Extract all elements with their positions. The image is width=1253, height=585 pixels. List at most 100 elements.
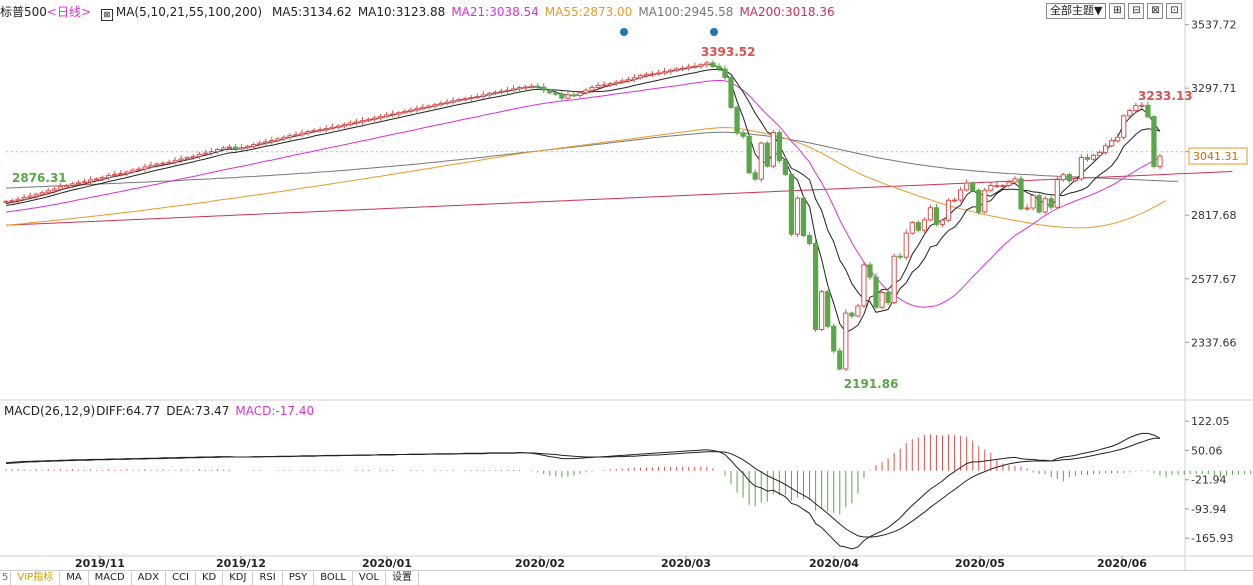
candle — [81, 181, 88, 184]
candle — [124, 171, 130, 175]
candle — [861, 264, 867, 307]
annotation-recent-high: 3233.13 — [1138, 89, 1193, 103]
candle — [541, 86, 547, 91]
candle — [196, 153, 202, 157]
left-edge-label: 5 — [0, 571, 12, 585]
x-tick-label-5: 2020/04 — [809, 557, 859, 570]
tab-10[interactable]: VOL — [353, 571, 387, 585]
candle — [426, 105, 432, 108]
tab-8[interactable]: PSY — [283, 571, 315, 585]
candle — [958, 189, 964, 201]
dea-line — [5, 437, 1160, 538]
tab-2[interactable]: MACD — [89, 571, 132, 585]
candle — [698, 64, 704, 67]
candle — [365, 118, 372, 122]
candle — [843, 312, 849, 370]
candle — [130, 169, 136, 173]
tab-4[interactable]: CCI — [166, 571, 196, 585]
candle — [915, 222, 921, 231]
candle — [1042, 198, 1048, 213]
x-tick-label-6: 2020/05 — [955, 557, 1005, 570]
candle — [800, 197, 807, 237]
tab-0[interactable]: VIP指标 — [11, 571, 61, 585]
candle — [903, 232, 909, 258]
candle — [75, 182, 82, 185]
theme-select[interactable]: 全部主题▼ — [1046, 3, 1107, 19]
candle — [661, 71, 668, 74]
candle — [1072, 178, 1079, 182]
candle — [263, 141, 269, 144]
candle — [87, 179, 94, 183]
candle — [269, 139, 275, 143]
candle — [553, 92, 559, 95]
ma10-line — [5, 69, 1161, 313]
annotation-high: 3393.52 — [701, 45, 756, 59]
candle — [94, 178, 100, 181]
tab-7[interactable]: RSI — [253, 571, 283, 585]
candle — [293, 134, 299, 137]
candle — [311, 129, 317, 132]
tab-9[interactable]: BOLL — [314, 571, 353, 585]
candle — [232, 146, 239, 150]
candle — [1048, 198, 1054, 208]
candle — [831, 325, 837, 352]
candle — [450, 100, 456, 103]
candle — [976, 189, 982, 213]
candle — [214, 148, 221, 153]
candle — [438, 102, 444, 106]
candle — [220, 147, 227, 150]
tab-3[interactable]: ADX — [132, 571, 167, 585]
tab-11[interactable]: 设置 — [386, 571, 420, 585]
candle — [63, 184, 70, 188]
candle — [1103, 145, 1109, 153]
candle — [341, 124, 347, 127]
candle — [160, 162, 166, 165]
candle — [716, 65, 722, 70]
candle — [819, 291, 825, 331]
candle — [837, 350, 843, 370]
candle — [190, 155, 196, 159]
candle — [371, 117, 378, 120]
candle — [408, 109, 414, 112]
add-window-icon[interactable]: ⊞ — [1109, 3, 1126, 19]
candle — [1030, 195, 1036, 209]
candle — [257, 142, 263, 145]
candle — [607, 83, 613, 86]
candle — [1096, 151, 1103, 156]
macd-params: MACD(26,12,9) — [4, 404, 96, 418]
candle — [855, 305, 861, 317]
candle — [492, 91, 499, 94]
candle — [498, 90, 505, 93]
macd-value: MACD:-17.40 — [235, 404, 315, 418]
candle — [571, 94, 577, 97]
candle — [1078, 156, 1085, 180]
current-price-tag — [1188, 147, 1248, 165]
candle — [226, 146, 233, 149]
tab-6[interactable]: KDJ — [223, 571, 254, 585]
ma-indicator-toggle-icon[interactable]: ⊠ — [100, 9, 113, 21]
candle — [3, 200, 9, 203]
tab-1[interactable]: MA — [60, 571, 89, 585]
symbol-name: 标普500 — [0, 5, 47, 19]
candle — [988, 184, 994, 191]
candle — [51, 188, 57, 192]
maximize-window-icon[interactable]: ⊠ — [1147, 3, 1164, 19]
candle — [1145, 104, 1151, 118]
candle — [529, 85, 535, 88]
candle — [522, 86, 529, 89]
ma-value-4: MA100:2945.58 — [638, 5, 734, 19]
tab-5[interactable]: KD — [196, 571, 224, 585]
restore-window-icon[interactable]: ⊡ — [1166, 3, 1183, 19]
candle — [722, 68, 728, 78]
candle — [178, 158, 184, 161]
candle — [885, 291, 891, 304]
candle — [444, 101, 450, 104]
candle — [414, 108, 420, 111]
ma5-line — [5, 63, 1161, 334]
candle — [1084, 156, 1091, 160]
chart-toolbar: 全部主题▼ ⊞ ⊟ ⊠ ⊡ — [1046, 3, 1183, 19]
candle — [637, 75, 644, 79]
remove-window-icon[interactable]: ⊟ — [1128, 3, 1145, 19]
candle — [15, 198, 21, 202]
period-selector[interactable]: <日线> — [46, 5, 92, 19]
